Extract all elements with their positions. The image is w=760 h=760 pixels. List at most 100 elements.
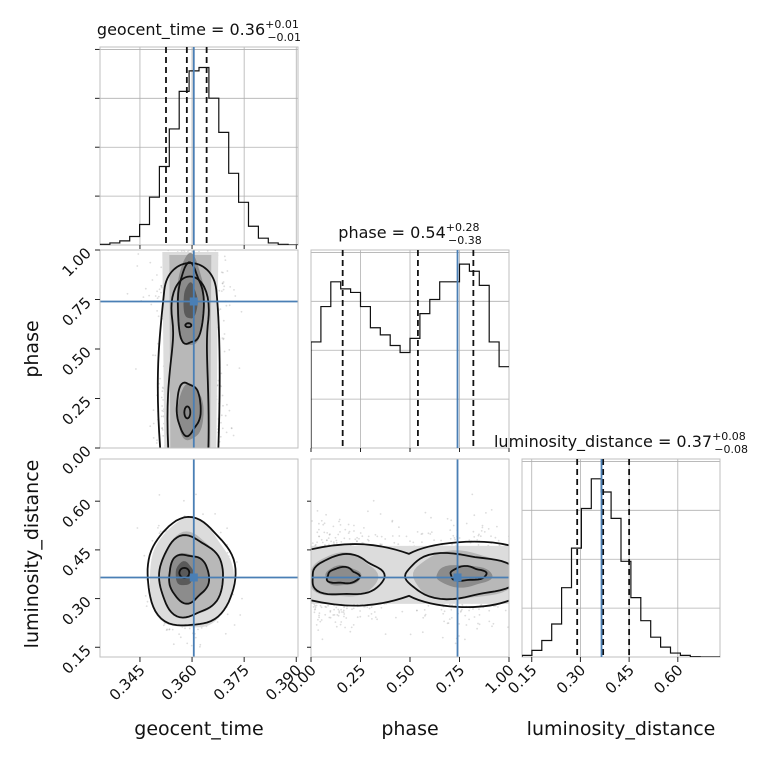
- contour-inner: [449, 565, 488, 582]
- y-tick-label: 0.15: [58, 641, 94, 677]
- scatter-point: [239, 614, 242, 616]
- scatter-point: [333, 608, 335, 611]
- scatter-point: [477, 622, 479, 625]
- scatter-point: [356, 540, 358, 543]
- x-tick-label: 0.75: [432, 661, 468, 697]
- title-minus: −0.38: [448, 234, 482, 247]
- scatter-point: [497, 606, 499, 608]
- scatter-point: [161, 427, 164, 429]
- scatter-point: [161, 390, 164, 393]
- scatter-point: [473, 514, 476, 517]
- scatter-point: [318, 614, 320, 617]
- scatter-point: [337, 614, 340, 617]
- scatter-point: [380, 606, 383, 609]
- scatter-point: [218, 289, 221, 292]
- scatter-point: [320, 519, 323, 522]
- scatter-point: [238, 367, 241, 369]
- y-tick-label: 0.25: [58, 393, 94, 429]
- scatter-point: [477, 534, 480, 537]
- scatter-point: [367, 510, 369, 513]
- x-tick-label: 0.375: [210, 661, 253, 704]
- hist-panel-phase: phase = 0.54+0.28 −0.38: [310, 221, 510, 449]
- scatter-point: [334, 536, 337, 539]
- scatter-point: [334, 621, 337, 623]
- scatter-point: [150, 303, 153, 306]
- scatter-point: [461, 608, 463, 611]
- scatter-point: [504, 609, 507, 612]
- title-median: geocent_time = 0.36: [97, 20, 265, 40]
- scatter-point: [328, 543, 330, 546]
- scatter-point: [496, 525, 498, 528]
- scatter-point: [409, 633, 412, 636]
- scatter-point: [160, 266, 163, 269]
- scatter-point: [199, 645, 201, 648]
- scatter-point: [478, 533, 480, 536]
- panel-content: [311, 459, 509, 657]
- scatter-point: [324, 605, 327, 608]
- scatter-point: [160, 284, 163, 287]
- scatter-point: [226, 613, 229, 616]
- scatter-point: [338, 520, 340, 523]
- scatter-point: [454, 642, 457, 645]
- contour-outer: [311, 594, 509, 608]
- scatter-point: [318, 522, 320, 525]
- scatter-point: [471, 493, 474, 496]
- scatter-point: [233, 289, 235, 291]
- scatter-point: [370, 613, 373, 615]
- scatter-point: [458, 623, 460, 625]
- scatter-point: [347, 532, 350, 534]
- scatter-point: [343, 613, 346, 615]
- scatter-point: [345, 617, 348, 619]
- scatter-point: [230, 427, 233, 430]
- scatter-point: [236, 561, 238, 563]
- scatter-point: [366, 606, 369, 608]
- scatter-point: [447, 622, 450, 624]
- truth-marker: [453, 573, 462, 582]
- scatter-point: [374, 533, 377, 536]
- contour-peak: [183, 405, 192, 420]
- scatter-point: [220, 385, 223, 388]
- scatter-point: [391, 519, 394, 522]
- scatter-point: [329, 611, 332, 613]
- scatter-point: [329, 616, 332, 619]
- scatter-point: [219, 435, 222, 438]
- scatter-point: [226, 527, 229, 530]
- scatter-point: [146, 600, 149, 603]
- scatter-point: [429, 533, 432, 535]
- scatter-point: [161, 405, 164, 407]
- scatter-point: [223, 255, 226, 258]
- scatter-point: [179, 636, 182, 639]
- scatter-point: [349, 630, 352, 633]
- scatter-point: [323, 522, 326, 525]
- scatter-point: [397, 543, 400, 545]
- truth-marker: [189, 573, 198, 582]
- scatter-point: [144, 287, 147, 290]
- scatter-point: [157, 527, 159, 529]
- scatter-point: [320, 619, 323, 621]
- scatter-point: [186, 642, 189, 645]
- x-axis-label-phase: phase: [381, 718, 438, 740]
- scatter-point: [423, 609, 426, 611]
- scatter-point: [380, 535, 383, 538]
- scatter-point: [487, 528, 490, 530]
- scatter-point: [330, 540, 332, 543]
- scatter-point: [354, 538, 357, 541]
- scatter-point: [346, 607, 348, 610]
- scatter-point: [314, 604, 316, 607]
- scatter-point: [430, 531, 433, 533]
- scatter-point: [479, 535, 482, 538]
- scatter-point: [314, 543, 317, 546]
- scatter-point: [381, 543, 383, 546]
- scatter-point: [320, 538, 323, 541]
- scatter-point: [183, 499, 185, 502]
- scatter-point: [459, 611, 462, 613]
- histogram-geocent_time: [100, 66, 298, 245]
- scatter-point: [488, 609, 491, 612]
- scatter-point: [180, 250, 183, 252]
- contour-peak: [184, 322, 193, 329]
- scatter-point: [464, 638, 466, 641]
- scatter-point: [324, 613, 327, 616]
- scatter-point: [219, 308, 222, 310]
- scatter-point: [154, 354, 157, 357]
